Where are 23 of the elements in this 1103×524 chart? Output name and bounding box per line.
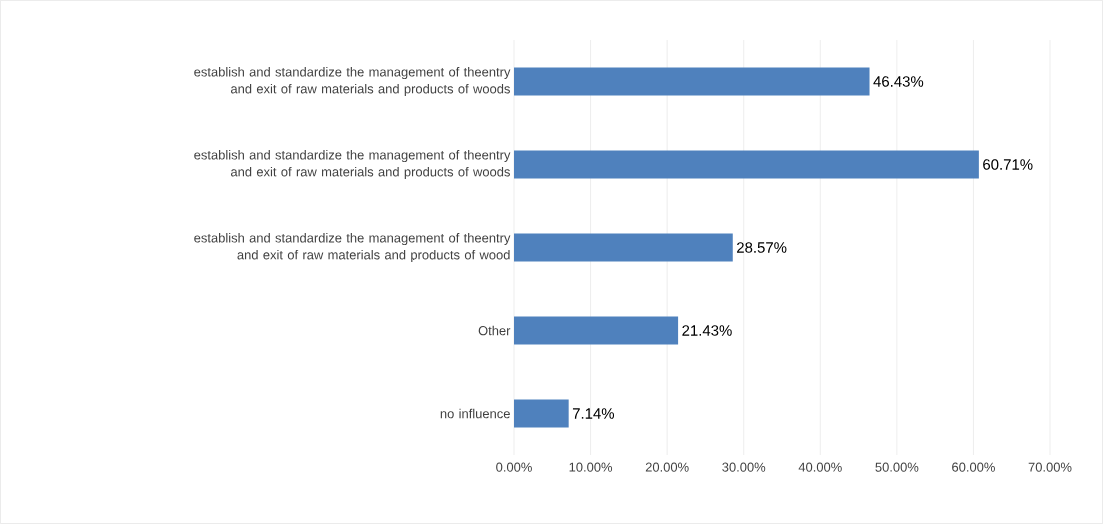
x-tick-label: 10.00% — [569, 462, 613, 472]
data-label: 21.43% — [682, 325, 732, 336]
x-tick-label: 30.00% — [722, 462, 766, 472]
y-tick-label: establish and standardize the management of theentry and exit of raw materials and products of woods — [194, 67, 511, 97]
x-tick-label: 20.00% — [645, 462, 689, 472]
x-tick-label: 60.00% — [952, 462, 995, 472]
data-label: 60.71% — [983, 159, 1033, 170]
data-label: 7.14% — [572, 408, 615, 419]
bar — [514, 233, 733, 262]
bar — [514, 399, 569, 428]
x-tick-label: 40.00% — [798, 462, 842, 472]
bar — [514, 150, 979, 179]
x-tick-label: 0.00% — [496, 462, 532, 472]
y-tick-label: establish and standardize the management of theentry and exit of raw materials and products of woods — [194, 150, 511, 180]
y-tick-label: Other — [478, 325, 511, 336]
x-tick-label: 50.00% — [875, 462, 919, 472]
data-label: 28.57% — [737, 242, 787, 253]
x-tick-label: 70.00% — [1028, 462, 1072, 472]
bar — [514, 316, 679, 345]
y-tick-label: establish and standardize the management of theentry and exit of raw materials and products of wood — [194, 233, 511, 263]
y-tick-label: no influence — [440, 408, 510, 419]
bar — [514, 67, 870, 96]
data-label: 46.43% — [873, 76, 924, 87]
